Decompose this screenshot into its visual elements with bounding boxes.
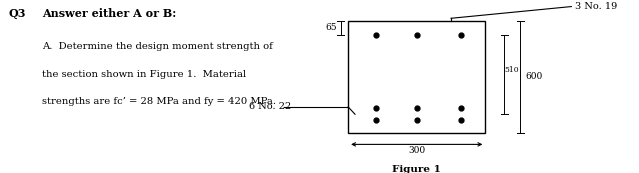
Text: Q3: Q3 xyxy=(8,8,26,19)
Text: 65: 65 xyxy=(326,23,337,32)
Text: strengths are fc’ = 28 MPa and fy = 420 MPa.: strengths are fc’ = 28 MPa and fy = 420 … xyxy=(42,97,276,106)
Text: the section shown in Figure 1.  Material: the section shown in Figure 1. Material xyxy=(42,70,246,79)
Bar xyxy=(348,21,485,133)
Text: A.  Determine the design moment strength of: A. Determine the design moment strength … xyxy=(42,42,273,51)
Text: 510: 510 xyxy=(504,66,519,74)
Text: 6 No. 22: 6 No. 22 xyxy=(249,102,291,111)
Text: 600: 600 xyxy=(525,72,543,81)
Text: 3 No. 19: 3 No. 19 xyxy=(574,2,617,11)
Text: Figure 1: Figure 1 xyxy=(392,165,441,173)
Text: 300: 300 xyxy=(408,146,426,155)
Text: Answer either A or B:: Answer either A or B: xyxy=(42,8,176,19)
